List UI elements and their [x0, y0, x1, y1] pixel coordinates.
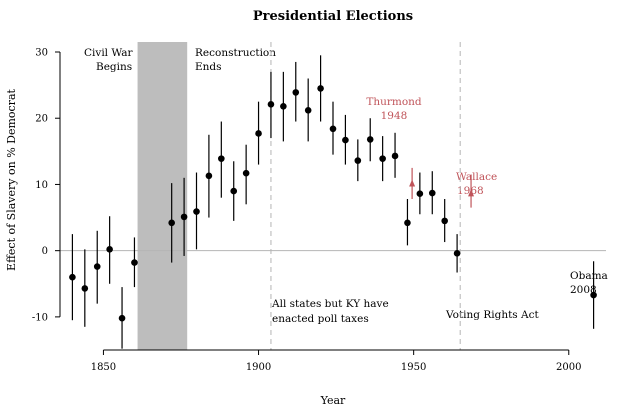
data-point-1860: [131, 259, 138, 266]
y-tick-label: -10: [32, 312, 48, 323]
data-point-1964: [453, 250, 461, 257]
data-point-1932: [354, 157, 362, 164]
data-point-1904: [267, 101, 275, 108]
data-point-1928: [342, 136, 349, 144]
voting-rights-label: Voting Rights Act: [445, 309, 539, 321]
data-point-1948: [404, 219, 411, 227]
special-arrow-marker-1: [468, 189, 475, 197]
reconstruction-label-line2: Ends: [195, 61, 222, 73]
y-tick-label: 20: [35, 114, 48, 125]
data-point-1956: [428, 189, 436, 197]
data-point-1924: [329, 125, 337, 133]
y-tick-label: 30: [35, 48, 48, 59]
x-tick-label: 1900: [246, 362, 271, 373]
poll-tax-label-line2: enacted poll taxes: [272, 313, 369, 325]
civil-war-label-line2: Begins: [96, 61, 132, 73]
data-point-1940: [379, 155, 386, 162]
data-point-1936: [366, 136, 374, 143]
data-point-1952: [416, 190, 424, 198]
data-point-1872: [168, 219, 175, 227]
special-arrow-marker-0: [409, 179, 416, 187]
data-point-1892: [230, 187, 238, 195]
obama-label-line2: 2008: [570, 284, 597, 296]
data-point-1920: [317, 85, 324, 92]
chart-title: Presidential Elections: [253, 9, 413, 24]
data-point-1844: [81, 285, 89, 292]
reconstruction-label-line1: Reconstruction: [195, 47, 276, 59]
x-tick-label: 1950: [401, 362, 426, 373]
data-point-1888: [218, 155, 225, 162]
plot-layer: -10 0 10 20 30 1850 1900 1950 2000: [32, 42, 606, 373]
data-point-1916: [304, 106, 312, 114]
data-point-1848: [93, 263, 101, 270]
x-tick-label: 1850: [91, 362, 116, 373]
civil-war-shading: [137, 42, 188, 350]
data-point-1852: [106, 246, 113, 253]
obama-label-line1: Obama: [570, 270, 608, 282]
data-point-1908: [280, 103, 287, 110]
data-point-1880: [193, 208, 200, 215]
data-point-2008: [590, 291, 597, 299]
data-point-1856: [118, 314, 126, 322]
data-point-1884: [205, 172, 213, 180]
data-point-1900: [255, 130, 262, 137]
wallace-label-line1: Wallace: [456, 171, 497, 183]
thurmond-label-line2: 1948: [381, 110, 408, 122]
data-point-1944: [391, 152, 399, 160]
poll-tax-label-line1: All states but KY have: [271, 298, 389, 310]
data-point-1840: [69, 273, 76, 281]
y-tick-label: 10: [35, 180, 48, 191]
data-point-1896: [242, 169, 250, 177]
y-tick-label: 0: [42, 246, 48, 257]
data-point-1876: [180, 213, 188, 221]
civil-war-label-line1: Civil War: [84, 47, 134, 59]
x-axis-label: Year: [320, 394, 346, 407]
y-axis-label: Effect of Slavery on % Democrat: [5, 88, 18, 270]
thurmond-label-line1: Thurmond: [366, 96, 422, 108]
data-point-1912: [292, 89, 300, 96]
x-tick-label: 2000: [556, 362, 581, 373]
data-point-1960: [441, 217, 448, 225]
